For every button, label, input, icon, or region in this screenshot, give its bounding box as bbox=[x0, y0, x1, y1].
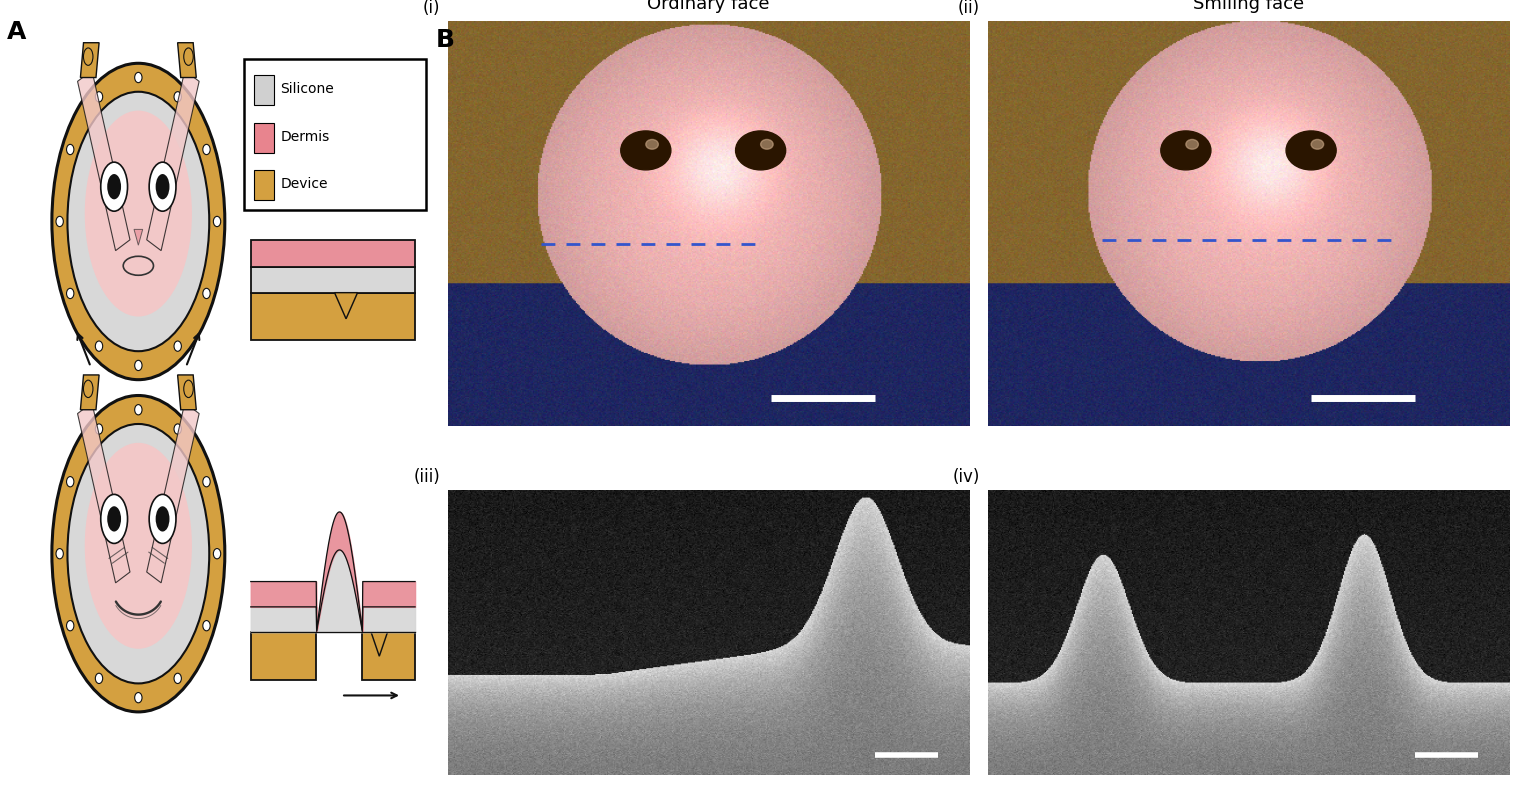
Ellipse shape bbox=[96, 673, 103, 683]
Circle shape bbox=[1161, 131, 1211, 170]
Ellipse shape bbox=[174, 341, 182, 351]
Circle shape bbox=[760, 139, 774, 149]
Circle shape bbox=[1186, 139, 1198, 149]
Circle shape bbox=[83, 48, 93, 66]
Bar bbox=[255, 123, 273, 153]
Ellipse shape bbox=[52, 396, 225, 712]
Ellipse shape bbox=[174, 92, 182, 102]
Circle shape bbox=[108, 174, 121, 199]
Polygon shape bbox=[372, 632, 387, 657]
Circle shape bbox=[100, 494, 127, 543]
Bar bbox=[255, 170, 273, 200]
Ellipse shape bbox=[67, 424, 209, 683]
Text: Silicone: Silicone bbox=[281, 82, 334, 97]
Circle shape bbox=[646, 139, 658, 149]
Ellipse shape bbox=[85, 443, 193, 649]
Circle shape bbox=[100, 162, 127, 211]
Ellipse shape bbox=[203, 476, 211, 486]
FancyBboxPatch shape bbox=[244, 59, 426, 210]
Ellipse shape bbox=[96, 92, 103, 102]
Polygon shape bbox=[177, 43, 196, 78]
Ellipse shape bbox=[123, 256, 153, 275]
Ellipse shape bbox=[67, 92, 209, 351]
Text: (iv): (iv) bbox=[953, 467, 980, 486]
Ellipse shape bbox=[203, 288, 211, 298]
Ellipse shape bbox=[56, 548, 64, 558]
Text: A: A bbox=[6, 20, 26, 44]
Text: (ii): (ii) bbox=[957, 0, 980, 17]
Ellipse shape bbox=[67, 620, 74, 631]
Ellipse shape bbox=[214, 216, 220, 226]
Ellipse shape bbox=[67, 144, 74, 154]
Ellipse shape bbox=[135, 693, 143, 702]
Text: Smiling face: Smiling face bbox=[1192, 0, 1305, 13]
Polygon shape bbox=[77, 70, 130, 251]
Circle shape bbox=[1286, 131, 1336, 170]
Polygon shape bbox=[147, 403, 199, 583]
Ellipse shape bbox=[174, 424, 182, 434]
Text: Device: Device bbox=[281, 177, 328, 191]
Ellipse shape bbox=[96, 341, 103, 351]
Bar bbox=[250, 267, 416, 293]
Ellipse shape bbox=[67, 288, 74, 298]
Ellipse shape bbox=[56, 216, 64, 226]
Circle shape bbox=[1311, 139, 1324, 149]
Circle shape bbox=[108, 506, 121, 532]
Ellipse shape bbox=[96, 424, 103, 434]
Polygon shape bbox=[335, 293, 358, 319]
Ellipse shape bbox=[214, 549, 220, 558]
Polygon shape bbox=[177, 375, 196, 410]
Ellipse shape bbox=[52, 63, 225, 380]
Ellipse shape bbox=[135, 72, 143, 82]
Circle shape bbox=[620, 131, 671, 170]
Circle shape bbox=[149, 162, 176, 211]
Polygon shape bbox=[147, 70, 199, 251]
Bar bbox=[250, 240, 416, 267]
Text: (i): (i) bbox=[422, 0, 440, 17]
Polygon shape bbox=[77, 403, 130, 583]
Ellipse shape bbox=[135, 360, 143, 370]
Polygon shape bbox=[80, 43, 99, 78]
Ellipse shape bbox=[174, 673, 182, 683]
Text: (iii): (iii) bbox=[413, 467, 440, 486]
Ellipse shape bbox=[85, 111, 193, 316]
Text: Ordinary face: Ordinary face bbox=[648, 0, 769, 13]
Bar bbox=[363, 632, 416, 680]
Polygon shape bbox=[80, 375, 99, 410]
Ellipse shape bbox=[203, 144, 211, 154]
Circle shape bbox=[156, 506, 170, 532]
Ellipse shape bbox=[203, 621, 211, 631]
Circle shape bbox=[156, 174, 170, 199]
Text: B: B bbox=[435, 28, 455, 51]
Ellipse shape bbox=[135, 404, 143, 414]
Circle shape bbox=[736, 131, 786, 170]
Text: Dermis: Dermis bbox=[281, 130, 329, 144]
Circle shape bbox=[184, 48, 193, 66]
Circle shape bbox=[149, 494, 176, 543]
Bar bbox=[255, 75, 273, 105]
Circle shape bbox=[83, 380, 93, 398]
Polygon shape bbox=[133, 229, 143, 245]
Bar bbox=[250, 293, 416, 340]
Bar bbox=[250, 632, 317, 680]
Ellipse shape bbox=[67, 476, 74, 486]
Circle shape bbox=[184, 380, 193, 398]
